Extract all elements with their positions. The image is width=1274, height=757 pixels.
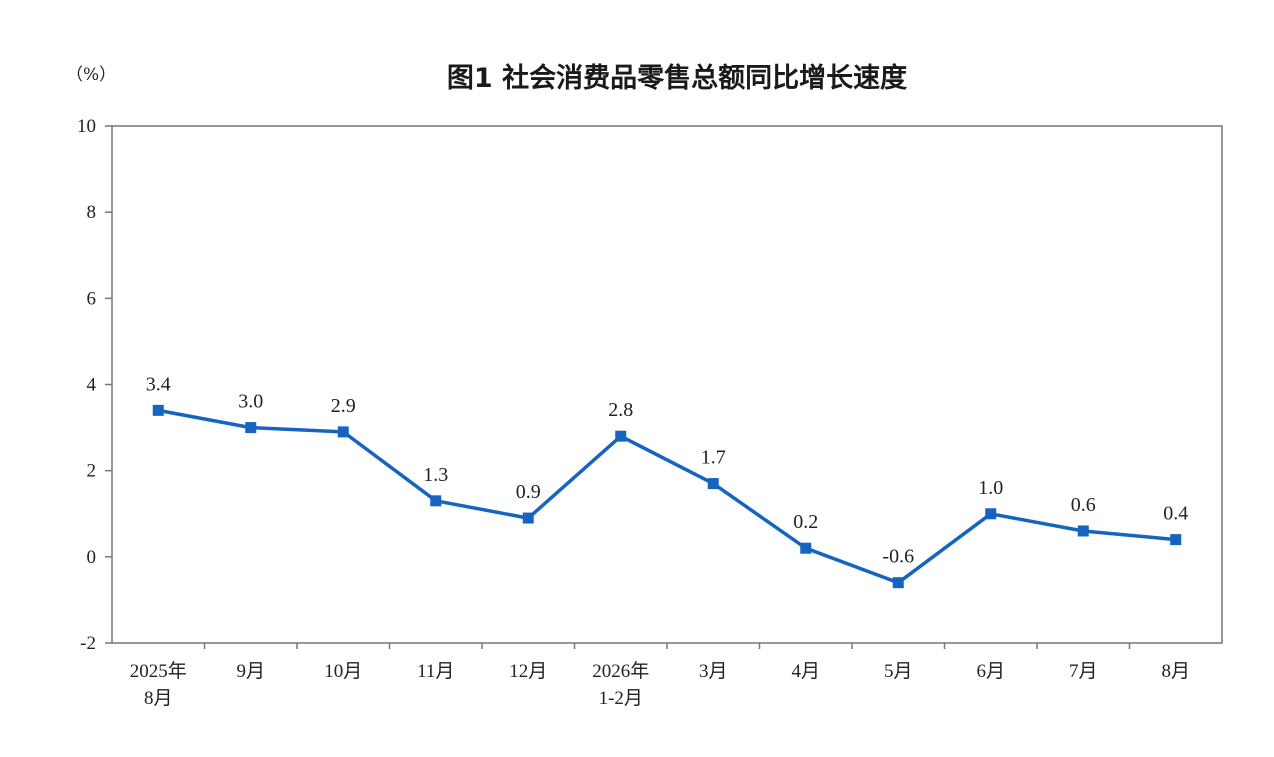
x-tick-label: 10月 bbox=[324, 661, 362, 682]
x-tick-label: 3月 bbox=[699, 661, 728, 682]
x-tick-label: 2025年 bbox=[130, 660, 187, 682]
x-tick-label: 4月 bbox=[791, 661, 820, 682]
y-unit-label: （%） bbox=[66, 65, 117, 85]
data-label: 0.6 bbox=[1071, 494, 1096, 516]
y-tick-label: 2 bbox=[87, 461, 97, 482]
x-tick-label: 7月 bbox=[1069, 661, 1098, 682]
data-label: 1.3 bbox=[423, 464, 448, 486]
data-label: 1.0 bbox=[978, 477, 1003, 499]
x-tick-label: 12月 bbox=[509, 661, 547, 682]
data-point bbox=[245, 422, 257, 434]
data-label: 1.7 bbox=[701, 447, 726, 469]
data-label: 0.4 bbox=[1163, 503, 1188, 525]
data-point bbox=[615, 430, 627, 442]
series-line bbox=[157, 408, 1176, 585]
x-tick-label: 8月 bbox=[144, 688, 173, 709]
x-tick-label: 9月 bbox=[236, 661, 265, 682]
chart-title: 图1 社会消费品零售总额同比增长速度 bbox=[446, 63, 908, 94]
y-tick-label: 6 bbox=[87, 288, 97, 309]
plot-frame bbox=[111, 125, 1223, 644]
data-point bbox=[892, 577, 904, 589]
y-tick-label: -2 bbox=[80, 633, 96, 654]
data-label: 0.9 bbox=[516, 481, 541, 503]
data-point bbox=[430, 495, 442, 507]
x-tick-label: 8月 bbox=[1161, 661, 1190, 682]
data-point bbox=[152, 404, 164, 416]
data-point bbox=[800, 542, 812, 554]
x-tick-label: 1-2月 bbox=[599, 688, 643, 709]
data-point bbox=[337, 426, 349, 438]
data-label: -0.6 bbox=[882, 546, 914, 568]
data-point bbox=[1077, 525, 1089, 537]
x-tick-label: 2026年 bbox=[592, 660, 649, 682]
data-point bbox=[707, 478, 719, 490]
data-label: 3.0 bbox=[238, 391, 263, 413]
x-tick-label: 6月 bbox=[976, 661, 1005, 682]
x-tick-label: 5月 bbox=[884, 661, 913, 682]
y-tick-label: 0 bbox=[87, 547, 97, 568]
data-label: 3.4 bbox=[146, 373, 171, 395]
data-label: 0.2 bbox=[793, 511, 818, 533]
data-label: 2.9 bbox=[331, 395, 356, 417]
y-tick-label: 10 bbox=[77, 116, 96, 137]
data-point bbox=[1170, 534, 1182, 546]
y-tick-label: 8 bbox=[87, 202, 97, 223]
x-tick-label: 11月 bbox=[417, 661, 454, 682]
data-point bbox=[985, 508, 997, 520]
y-tick-label: 4 bbox=[87, 375, 97, 396]
data-label: 2.8 bbox=[608, 399, 633, 421]
data-point bbox=[522, 512, 534, 524]
